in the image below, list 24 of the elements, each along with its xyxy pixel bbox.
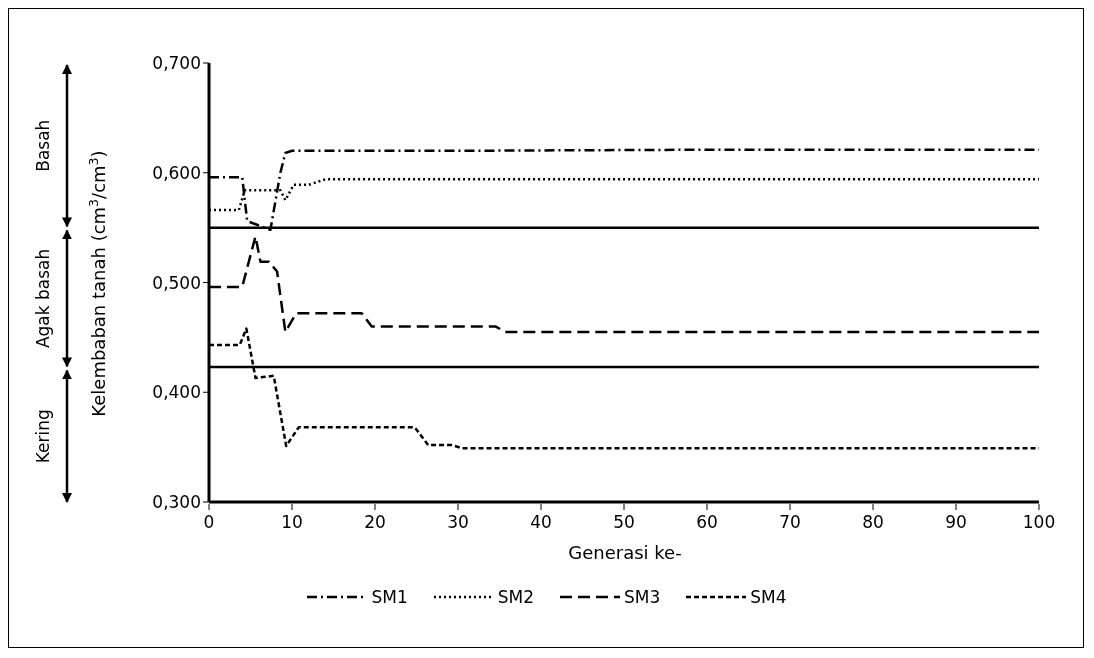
x-tick-label: 80 (862, 512, 884, 532)
x-tick-label: 30 (447, 512, 469, 532)
x-tick-label: 90 (945, 512, 967, 532)
legend-label: SM3 (624, 587, 661, 607)
x-tick-label: 60 (696, 512, 718, 532)
x-axis-title: Generasi ke- (568, 542, 682, 563)
y-tick-label: 0,300 (152, 492, 201, 513)
x-tick-label: 40 (530, 512, 552, 532)
x-tick-label: 100 (1022, 512, 1056, 532)
x-tick-label: 50 (613, 512, 635, 532)
y-tick-label: 0,500 (152, 272, 201, 293)
legend-label: SM4 (750, 587, 787, 607)
x-tick-label: 10 (281, 512, 303, 532)
text: Kering (33, 409, 53, 464)
legend-label: SM2 (497, 587, 534, 607)
legend-label: SM1 (371, 587, 408, 607)
x-tick-label: 0 (203, 512, 215, 532)
x-tick-label: 20 (364, 512, 386, 532)
y-tick-label: 0,700 (152, 53, 201, 74)
text: Basah (33, 119, 53, 172)
y-tick-label: 0,400 (152, 382, 201, 403)
x-tick-label: 70 (779, 512, 801, 532)
y-tick-label: 0,600 (152, 162, 201, 183)
text: Agak basah (33, 248, 53, 349)
